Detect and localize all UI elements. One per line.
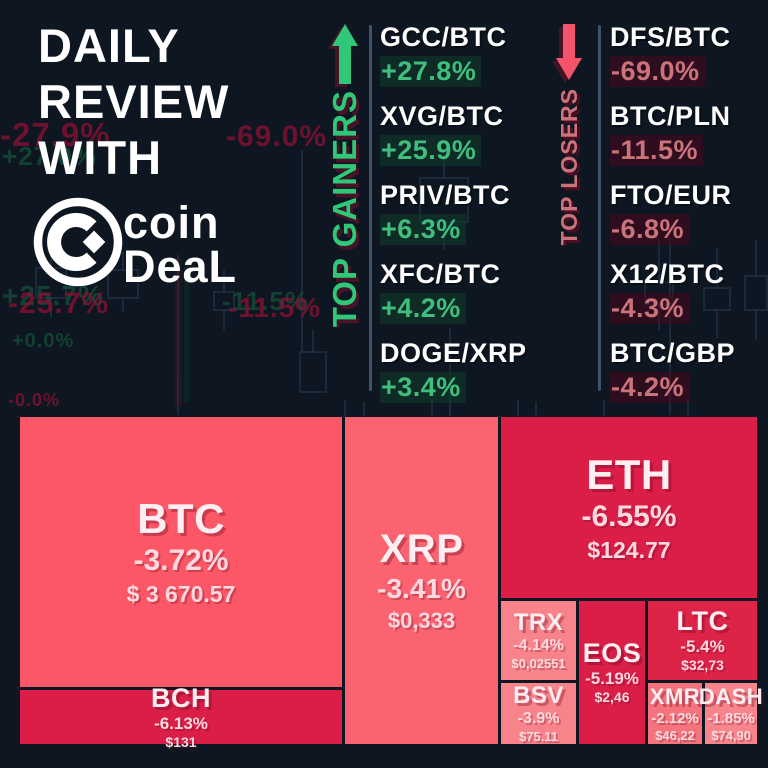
pair-label: DFS/BTC — [610, 22, 731, 52]
pair-label: PRIV/BTC — [380, 180, 511, 210]
coindeal-logo-mark — [33, 197, 123, 287]
coin-symbol: XRP — [379, 527, 464, 571]
top-losers-header: TOP LOSERS — [552, 24, 586, 245]
coin-price: $0,02551 — [511, 655, 566, 671]
coin-price: $75.11 — [518, 728, 559, 744]
top-losers-label: TOP LOSERS — [555, 88, 582, 246]
top-gainers-label: TOP GAINERS — [326, 90, 363, 328]
ghost-text: -0.0% — [8, 390, 61, 410]
pair-change: -6.8% — [610, 214, 690, 245]
coin-price: $124.77 — [587, 536, 671, 563]
coin-symbol: LTC — [676, 606, 729, 636]
coin-change: -3.72% — [133, 544, 229, 577]
treemap-block-btc: BTC -3.72% $ 3 670.57 — [20, 417, 342, 687]
treemap-block-bch: BCH -6.13% $131 — [20, 683, 342, 750]
coin-change: -6.55% — [581, 499, 677, 533]
pair-change: +25.9% — [380, 135, 482, 166]
coin-price: $0,333 — [387, 608, 456, 633]
treemap-block-eos: EOS -5.19% $2,46 — [579, 601, 645, 744]
coin-symbol: ETH — [586, 450, 672, 498]
pair-label: XFC/BTC — [380, 259, 501, 289]
loser-item: BTC/GBP -4.2% — [610, 338, 735, 403]
coin-change: -4.14% — [513, 636, 564, 654]
ghost-text: -69.0% — [226, 120, 328, 153]
gainers-divider — [369, 25, 372, 391]
ghost-text: +0.0% — [12, 330, 75, 352]
loser-item: X12/BTC -4.3% — [610, 259, 735, 324]
gainer-item: DOGE/XRP +3.4% — [380, 338, 527, 403]
loser-item: FTO/EUR -6.8% — [610, 180, 735, 245]
pair-change: -11.5% — [610, 135, 704, 166]
gainer-item: XVG/BTC +25.9% — [380, 101, 527, 166]
pair-change: -69.0% — [610, 56, 705, 87]
treemap-block-dash: DASH -1.85% $74,90 — [699, 683, 763, 744]
treemap-block-bsv: BSV -3.9% $75.11 — [501, 681, 576, 744]
top-losers-list: DFS/BTC -69.0% BTC/PLN -11.5% FTO/EUR -6… — [610, 22, 735, 417]
pair-label: BTC/GBP — [610, 338, 735, 368]
pair-label: XVG/BTC — [380, 101, 504, 131]
losers-divider — [598, 25, 601, 391]
logo-word-bottom: DeaL — [123, 241, 237, 292]
title-line: WITH — [38, 131, 163, 184]
coindeal-logo: coin DeaL — [28, 190, 243, 300]
pair-change: +6.3% — [380, 214, 466, 245]
pair-change: -4.2% — [610, 372, 690, 403]
loser-item: DFS/BTC -69.0% — [610, 22, 735, 87]
treemap-block-xrp: XRP -3.41% $0,333 — [345, 417, 498, 744]
coin-change: -2.12% — [651, 709, 699, 727]
pair-label: GCC/BTC — [380, 22, 507, 52]
coin-change: -5.4% — [680, 637, 725, 656]
pair-change: +3.4% — [380, 372, 466, 403]
up-arrow-icon — [332, 24, 358, 84]
coin-symbol: BSV — [513, 681, 564, 709]
coin-price: $74,90 — [711, 727, 751, 743]
pair-label: BTC/PLN — [610, 101, 731, 131]
coin-symbol: BTC — [137, 495, 225, 542]
coin-price: $46,22 — [655, 727, 695, 743]
coin-symbol: DASH — [698, 683, 764, 709]
pair-change: -4.3% — [610, 293, 690, 324]
coin-symbol: TRX — [513, 608, 564, 636]
pair-change: +4.2% — [380, 293, 466, 324]
coin-change: -5.19% — [585, 669, 639, 688]
coin-change: -1.85% — [707, 709, 755, 727]
down-arrow-icon — [556, 24, 582, 80]
treemap-block-trx: TRX -4.14% $0,02551 — [501, 601, 576, 680]
coin-symbol: XMR — [649, 683, 701, 709]
top-gainers-list: GCC/BTC +27.8% XVG/BTC +25.9% PRIV/BTC +… — [380, 22, 527, 417]
gainer-item: XFC/BTC +4.2% — [380, 259, 527, 324]
pair-label: X12/BTC — [610, 259, 725, 289]
coin-price: $131 — [165, 733, 197, 750]
coin-price: $32,73 — [681, 657, 724, 673]
page-title: DAILY REVIEW WITH — [38, 18, 229, 186]
loser-item: BTC/PLN -11.5% — [610, 101, 735, 166]
gainer-item: PRIV/BTC +6.3% — [380, 180, 527, 245]
treemap-block-xmr: XMR -2.12% $46,22 — [648, 683, 702, 744]
logo-word-top: coin — [123, 197, 220, 248]
top-gainers-header: TOP GAINERS — [326, 24, 364, 327]
treemap-block-eth: ETH -6.55% $124.77 — [501, 417, 757, 598]
pair-label: DOGE/XRP — [380, 338, 527, 368]
coin-change: -3.41% — [377, 573, 466, 604]
pair-change: +27.8% — [380, 56, 482, 87]
coin-price: $2,46 — [594, 689, 630, 705]
coin-symbol: EOS — [582, 638, 642, 668]
coin-symbol: BCH — [151, 682, 211, 713]
coin-change: -6.13% — [154, 713, 208, 733]
pair-label: FTO/EUR — [610, 180, 732, 210]
treemap-block-ltc: LTC -5.4% $32,73 — [648, 601, 757, 680]
title-line: REVIEW — [38, 75, 230, 128]
coin-change: -3.9% — [517, 709, 560, 727]
coin-price: $ 3 670.57 — [126, 581, 236, 607]
title-line: DAILY — [38, 19, 180, 72]
gainer-item: GCC/BTC +27.8% — [380, 22, 527, 87]
